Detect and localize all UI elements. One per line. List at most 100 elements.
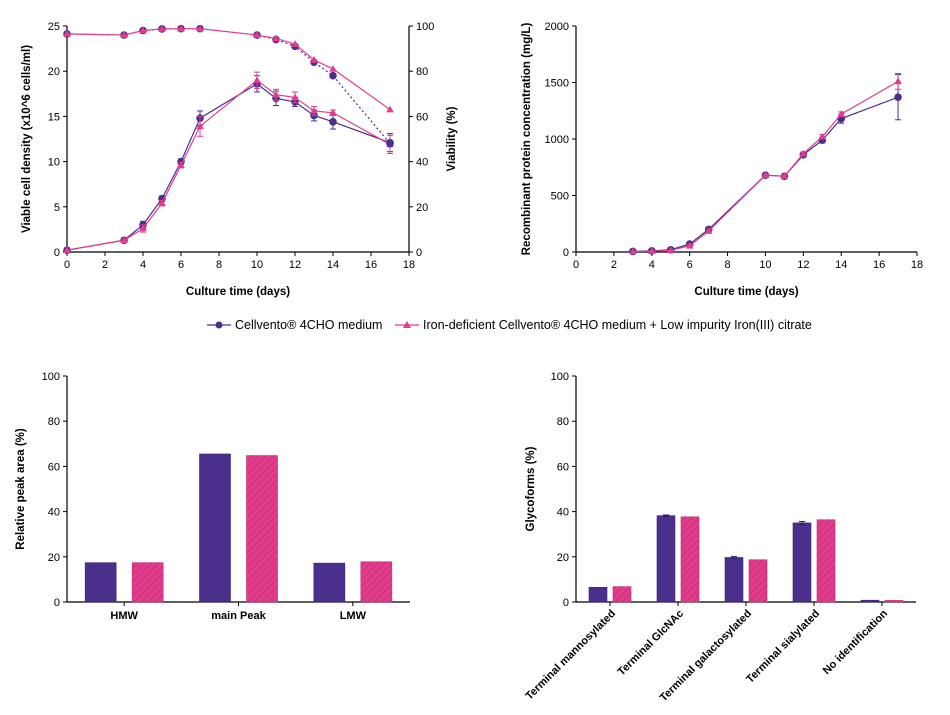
data-point [310,55,318,63]
data-point [685,241,694,249]
data-point [894,77,902,85]
data-point [291,93,299,101]
data-point [329,64,337,72]
y-tick-label: 10 [48,157,60,169]
data-point [761,171,770,178]
data-point [310,106,318,114]
data-point [177,24,185,32]
y-tick-label: 20 [557,552,569,564]
x-tick-label: 10 [759,259,771,271]
chart-glycoforms: 0 20 40 60 80 100 Glycoforms (%) Terminal manno… [523,371,916,704]
bar-iron-deficient [246,455,278,603]
y-tick-label: 5 [54,202,60,214]
x-tick-label: 8 [724,259,730,271]
y-tick-label: 80 [557,416,569,428]
y-tick-label: 80 [48,416,60,428]
bar-iron-deficient [131,562,164,603]
data-point [139,26,147,34]
data-point [704,227,713,234]
bar-cellvento [313,562,346,603]
y-axis-title: Glycoforms (%) [525,446,537,531]
legend-item-cellvento: Cellvento® 4CHO medium [207,318,382,332]
bar-cellvento [792,522,812,603]
bar-cellvento [199,453,231,603]
y-tick-label: 15 [48,111,60,123]
series-line [66,79,391,251]
x-tick-label: 8 [216,259,222,271]
legend-label-cellvento: Cellvento® 4CHO medium [235,318,382,332]
x-tick-label: 10 [251,259,263,271]
y2-tick-label: 80 [416,66,428,78]
y-tick-label: 0 [54,597,60,609]
data-point [177,161,185,169]
x-tick-label: 14 [327,259,339,271]
x-tick-label: 0 [64,259,70,271]
category-label: Terminal sialylated [744,608,822,686]
x-tick-label: 2 [611,259,617,271]
category-label: No identification [821,607,891,677]
x-tick-label: 18 [911,259,923,271]
data-point [629,247,637,255]
data-point [799,149,808,157]
data-point [196,122,204,130]
x-tick-label: 4 [140,259,146,271]
y2-axis-title: Viability (%) [446,106,458,171]
data-point [158,199,166,206]
legend: Cellvento® 4CHO medium Iron-deficient Ce… [207,318,812,332]
y-axis-title: Relative peak area (%) [15,428,27,550]
y-tick-label: 1000 [545,134,569,146]
chart-relative-peak-area: 0 20 40 60 80 100 Relative peak area (%) HMW mai… [15,371,410,622]
y-tick-label: 40 [48,507,60,519]
y-axis-title: Viable cell density (x10^6 cells/ml) [21,45,33,233]
data-point [196,24,204,32]
legend-circle-marker [215,321,223,329]
y-tick-label: 0 [54,247,60,259]
data-point [818,132,827,140]
category-label: LMW [340,610,367,622]
data-point [63,29,71,37]
y-tick-label: 60 [557,461,569,473]
chart-protein-concentration: 0 2 4 6 8 10 12 14 16 18 Culture time (days) 0 500 10… [521,21,923,298]
bar-iron-deficient [748,559,768,603]
category-label: Terminal mannosylated [523,608,618,703]
y-tick-label: 0 [563,597,569,609]
chart-vcd-viability: 0 2 4 6 8 10 12 14 16 18 Culture time (days) 0 5 10 15… [21,21,458,298]
category-label: main Peak [211,610,266,622]
data-point [272,90,280,98]
data-point [329,118,337,126]
bar-cellvento [656,515,676,603]
data-point [272,34,280,42]
bar-iron-deficient [816,519,836,603]
y-tick-label: 25 [48,21,60,33]
data-point [253,76,261,84]
x-tick-label: 2 [102,259,108,271]
data-point [291,40,299,47]
series-line [66,83,391,251]
data-point [647,247,656,254]
bar-iron-deficient [680,516,700,603]
legend-triangle-marker [403,321,411,328]
data-point [329,71,337,80]
series-line [66,28,391,144]
y-tick-label: 60 [48,461,60,473]
y-tick-label: 500 [551,191,569,203]
legend-item-iron-deficient: Iron-deficient Cellvento® 4CHO medium + … [395,318,812,332]
x-tick-label: 12 [797,259,809,271]
x-tick-label: 16 [365,259,377,271]
data-point [780,172,789,180]
data-point [120,31,128,38]
x-tick-label: 6 [178,259,184,271]
data-point [120,236,128,244]
y2-tick-label: 40 [416,157,428,169]
bar-cellvento [588,587,608,603]
y2-tick-label: 20 [416,202,428,214]
legend-label-iron-deficient: Iron-deficient Cellvento® 4CHO medium + … [423,318,812,332]
x-tick-label: 16 [873,259,885,271]
y-tick-label: 100 [551,371,569,383]
y-tick-label: 40 [557,507,569,519]
bar-iron-deficient [884,600,904,603]
data-point [329,108,337,116]
series-line [66,28,391,111]
y2-tick-label: 100 [416,21,434,33]
